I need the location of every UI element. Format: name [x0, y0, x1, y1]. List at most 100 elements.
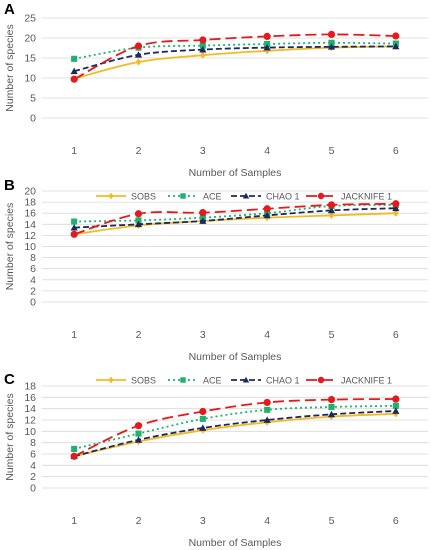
x-tick-label-2: 2	[136, 515, 142, 527]
data-point-ace-2	[135, 430, 142, 437]
x-tick-label-4: 4	[264, 329, 270, 341]
data-point-jacknife-1-3	[199, 407, 207, 416]
legend-label-jacknife-1: JACKNIFE 1	[341, 376, 392, 386]
y-tick-label-10: 10	[24, 73, 36, 85]
data-point-sobs-3	[199, 51, 206, 59]
data-point-jacknife-1-3	[199, 36, 207, 44]
data-point-jacknife-1-4	[263, 205, 271, 213]
y-tick-label-8: 8	[30, 437, 36, 449]
x-tick-label-5: 5	[329, 515, 335, 527]
data-point-ace-2	[135, 217, 142, 224]
y-tick-label-12: 12	[24, 415, 36, 427]
x-tick-label-2: 2	[136, 329, 142, 341]
data-point-jacknife-1-1	[70, 230, 78, 238]
data-point-ace-6	[392, 402, 399, 409]
series-line-sobs	[74, 212, 396, 236]
y-axis-label: Number of species	[4, 393, 16, 481]
data-point-chao-1-5	[327, 43, 336, 50]
legend-label-sobs: SOBS	[131, 376, 156, 386]
legend-marker-chao-1	[242, 376, 250, 383]
data-point-ace-5	[328, 403, 335, 411]
data-point-jacknife-1-2	[134, 210, 143, 218]
series-line-sobs	[73, 412, 396, 458]
x-tick-label-6: 6	[393, 329, 399, 341]
y-tick-label-14: 14	[24, 403, 36, 415]
data-point-jacknife-1-6	[392, 200, 400, 208]
x-tick-label-3: 3	[200, 145, 206, 157]
y-tick-label-16: 16	[24, 208, 36, 220]
legend-label-ace: ACE	[203, 376, 222, 386]
x-tick-label-3: 3	[200, 515, 206, 527]
data-point-chao-1-2	[134, 51, 143, 58]
legend-marker-sobs	[108, 192, 114, 200]
series-line-ace	[74, 203, 396, 223]
y-tick-label-4: 4	[30, 274, 36, 286]
data-point-ace-3	[199, 415, 206, 422]
data-point-chao-1-3	[199, 217, 207, 224]
y-tick-label-20: 20	[24, 33, 36, 45]
x-axis-label: Number of Samples	[189, 351, 282, 363]
data-point-sobs-5	[328, 211, 335, 220]
legend-marker-sobs	[108, 376, 114, 384]
panel-letter-b: B	[4, 177, 15, 194]
legend-marker-ace	[180, 193, 186, 199]
series-line-jacknife-1	[73, 398, 396, 458]
data-point-chao-1-6	[392, 42, 400, 50]
y-tick-label-2: 2	[30, 285, 36, 297]
data-point-ace-1	[71, 218, 78, 225]
y-tick-label-20: 20	[24, 186, 36, 198]
data-point-chao-1-1	[70, 224, 78, 231]
panel-letter-c: C	[4, 371, 15, 388]
data-point-jacknife-1-5	[327, 396, 336, 404]
data-point-ace-1	[71, 445, 78, 452]
legend: SOBS ACE CHAO 1 JACKNIFE 1	[96, 192, 392, 202]
x-tick-label-1: 1	[71, 145, 77, 157]
x-tick-label-5: 5	[329, 145, 335, 157]
y-tick-label-0: 0	[30, 113, 36, 125]
panel-letter-a: A	[4, 1, 15, 18]
data-point-ace-5	[328, 39, 335, 46]
legend: SOBS ACE CHAO 1 JACKNIFE 1	[96, 376, 392, 386]
data-point-ace-3	[199, 42, 206, 49]
x-tick-label-5: 5	[329, 329, 335, 341]
data-point-jacknife-1-1	[70, 75, 78, 83]
y-tick-label-18: 18	[24, 197, 36, 209]
data-point-jacknife-1-4	[263, 398, 271, 407]
legend-marker-jacknife-1	[317, 376, 325, 384]
data-point-jacknife-1-4	[263, 32, 271, 41]
data-point-chao-1-5	[327, 206, 336, 214]
x-axis-label: Number of Samples	[189, 537, 282, 549]
data-point-chao-1-4	[263, 211, 271, 219]
y-tick-label-14: 14	[24, 219, 36, 231]
y-tick-label-12: 12	[24, 230, 36, 242]
y-tick-label-4: 4	[30, 460, 36, 472]
data-point-chao-1-4	[263, 416, 271, 423]
data-point-jacknife-1-6	[392, 395, 400, 403]
y-tick-label-5: 5	[30, 93, 36, 105]
legend-label-ace: ACE	[203, 192, 222, 202]
series-line-jacknife-1	[73, 202, 396, 236]
data-point-jacknife-1-2	[134, 422, 143, 430]
data-point-jacknife-1-5	[327, 201, 336, 209]
y-tick-label-10: 10	[24, 426, 36, 438]
legend-label-chao-1: CHAO 1	[266, 376, 300, 386]
data-point-ace-1	[71, 55, 78, 62]
data-point-chao-1-4	[263, 44, 271, 51]
data-point-ace-4	[264, 406, 271, 413]
legend-label-sobs: SOBS	[131, 192, 156, 202]
series-line-chao-1	[73, 45, 396, 73]
y-tick-label-0: 0	[30, 483, 36, 495]
legend-marker-chao-1	[242, 192, 250, 199]
data-point-jacknife-1-1	[70, 452, 78, 460]
chart-panel-a: A 0 5 10 15 20 25 1 2 3 4 5 6 Number of species Number…	[4, 1, 428, 202]
data-point-chao-1-1	[70, 67, 78, 75]
x-axis-label: Number of Samples	[189, 167, 282, 179]
y-tick-label-6: 6	[30, 263, 36, 275]
y-axis-label: Number of species	[4, 24, 16, 112]
y-tick-label-18: 18	[24, 381, 36, 393]
data-point-sobs-2	[135, 58, 142, 66]
y-tick-label-10: 10	[24, 241, 36, 253]
series-line-ace	[74, 41, 396, 60]
